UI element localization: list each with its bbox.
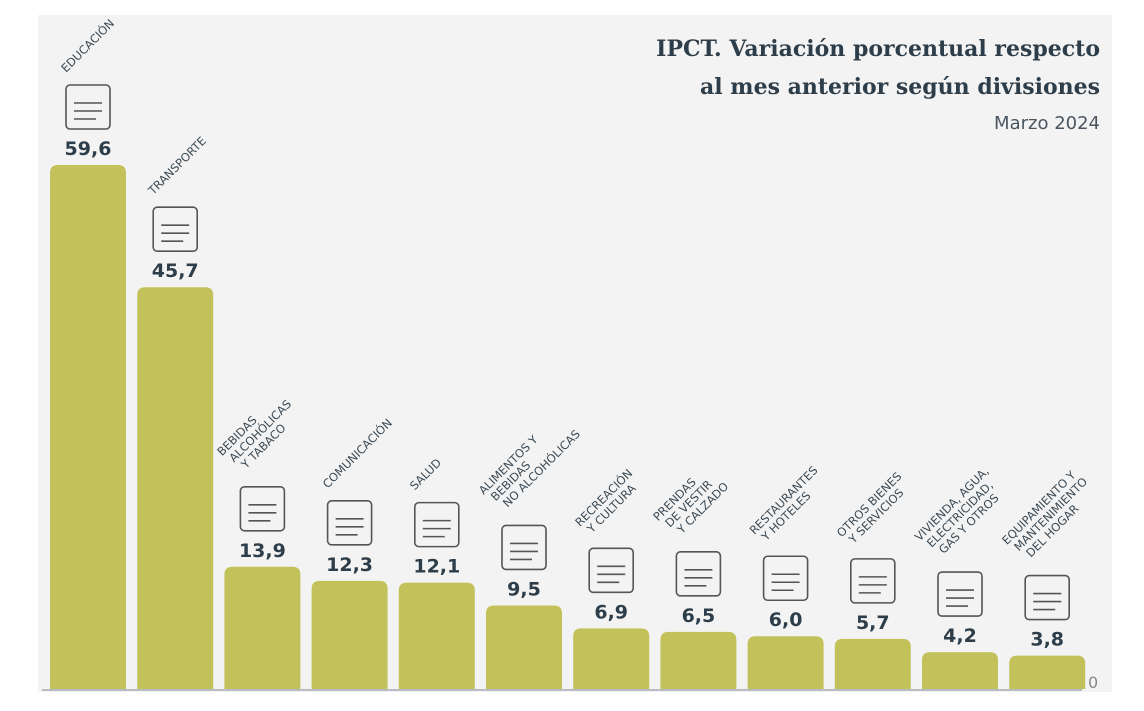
title-line-2: al mes anterior según divisiones: [700, 74, 1100, 100]
hospital-icon: [413, 501, 460, 548]
chart-subtitle: Marzo 2024: [994, 113, 1100, 134]
phone-icon: [326, 500, 373, 546]
bar: [398, 582, 475, 689]
bar: [486, 605, 562, 689]
bus-icon: [152, 206, 198, 253]
diploma-icon: [65, 84, 111, 130]
value-label: 6,5: [682, 605, 716, 627]
category-label-line: TRANSPORTE: [145, 134, 209, 198]
chart-panel: [38, 15, 1112, 692]
bar: [50, 165, 126, 689]
bar: [747, 636, 824, 689]
camera-icon: [588, 547, 635, 594]
title-line-1: IPCT. Variación porcentual respecto: [656, 36, 1100, 62]
value-label: 12,1: [413, 556, 460, 578]
value-label: 13,9: [239, 540, 286, 562]
value-label: 45,7: [152, 260, 199, 282]
bar: [224, 566, 301, 689]
chart-title: IPCT. Variación porcentual respecto al m…: [656, 30, 1100, 106]
plate-luggage-icon: [762, 555, 809, 602]
category-label: COMUNICACIÓN: [319, 415, 395, 491]
house-document-icon: [937, 571, 983, 617]
bar: [1009, 655, 1086, 689]
value-label: 12,3: [326, 554, 373, 576]
value-label: 5,7: [856, 612, 890, 634]
value-label: 9,5: [507, 578, 541, 600]
category-label: EDUCACIÓN: [58, 16, 118, 76]
bar: [573, 628, 650, 689]
scissors-icon: [849, 558, 896, 604]
bottle-glass-icon: [239, 485, 286, 532]
food-bowl-icon: [501, 524, 547, 571]
category-label-line: COMUNICACIÓN: [319, 415, 395, 491]
category-label: VIVIENDA, AGUA,ELECTRICIDAD,GAS Y OTROS: [912, 464, 1002, 556]
value-label: 3,8: [1030, 629, 1064, 651]
bar: [137, 287, 214, 689]
bar: [311, 580, 388, 689]
clothes-icon: [675, 551, 722, 597]
category-label-line: SALUD: [407, 456, 444, 493]
value-label: 4,2: [943, 625, 977, 647]
microwave-icon: [1024, 574, 1070, 621]
bar: [922, 652, 998, 689]
category-label: SALUD: [407, 456, 444, 493]
value-label: 6,0: [769, 609, 803, 631]
baseline-label: 0: [1088, 673, 1098, 692]
category-label: TRANSPORTE: [145, 134, 209, 198]
category-label-line: EDUCACIÓN: [58, 16, 118, 76]
value-label: 59,6: [65, 138, 112, 160]
bar: [834, 638, 911, 689]
value-label: 6,9: [594, 601, 628, 623]
bar: [660, 631, 737, 689]
